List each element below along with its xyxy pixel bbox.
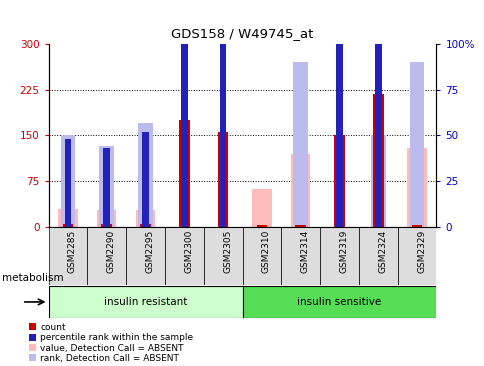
Text: GSM2285: GSM2285 (68, 230, 77, 273)
Text: GSM2324: GSM2324 (378, 230, 387, 273)
Bar (370, 135, 385, 227)
Bar (411, 225, 422, 227)
Bar (103, 148, 110, 227)
FancyBboxPatch shape (87, 227, 126, 285)
Bar (97, 210, 116, 227)
Bar (217, 132, 228, 227)
FancyBboxPatch shape (126, 227, 165, 285)
Bar (290, 154, 310, 227)
Bar (101, 224, 112, 227)
Text: GSM2310: GSM2310 (261, 230, 271, 273)
Text: insulin sensitive: insulin sensitive (297, 297, 381, 307)
Bar (219, 0, 226, 227)
Bar (179, 120, 189, 227)
Text: GSM2329: GSM2329 (416, 230, 425, 273)
Text: GSM2314: GSM2314 (300, 230, 309, 273)
Bar (333, 135, 344, 227)
Bar (407, 147, 426, 227)
Bar (58, 209, 77, 227)
Bar (142, 132, 149, 227)
Bar (140, 224, 151, 227)
Title: GDS158 / W49745_at: GDS158 / W49745_at (171, 27, 313, 40)
Text: GSM2319: GSM2319 (339, 230, 348, 273)
Bar (293, 62, 307, 227)
Bar (136, 210, 155, 227)
FancyBboxPatch shape (358, 227, 397, 285)
Legend: count, percentile rank within the sample, value, Detection Call = ABSENT, rank, : count, percentile rank within the sample… (29, 323, 193, 363)
Bar (138, 123, 152, 227)
FancyBboxPatch shape (242, 286, 436, 318)
Bar (409, 62, 424, 227)
Text: GSM2305: GSM2305 (223, 230, 232, 273)
Bar (62, 224, 73, 227)
FancyBboxPatch shape (203, 227, 242, 285)
Bar (252, 189, 271, 227)
FancyBboxPatch shape (165, 227, 203, 285)
FancyBboxPatch shape (281, 227, 319, 285)
Bar (256, 225, 267, 227)
Bar (64, 139, 71, 227)
Bar (374, 0, 381, 227)
Bar (372, 94, 383, 227)
Bar (335, 0, 342, 227)
FancyBboxPatch shape (48, 286, 242, 318)
FancyBboxPatch shape (319, 227, 358, 285)
Bar (181, 0, 187, 227)
Bar (99, 146, 114, 227)
Text: GSM2295: GSM2295 (145, 230, 154, 273)
Bar (60, 135, 75, 227)
Text: GSM2300: GSM2300 (184, 230, 193, 273)
FancyBboxPatch shape (397, 227, 436, 285)
Text: metabolism: metabolism (2, 273, 64, 283)
Bar (295, 225, 305, 227)
Text: insulin resistant: insulin resistant (104, 297, 187, 307)
FancyBboxPatch shape (48, 227, 87, 285)
FancyBboxPatch shape (242, 227, 281, 285)
Text: GSM2290: GSM2290 (106, 230, 116, 273)
